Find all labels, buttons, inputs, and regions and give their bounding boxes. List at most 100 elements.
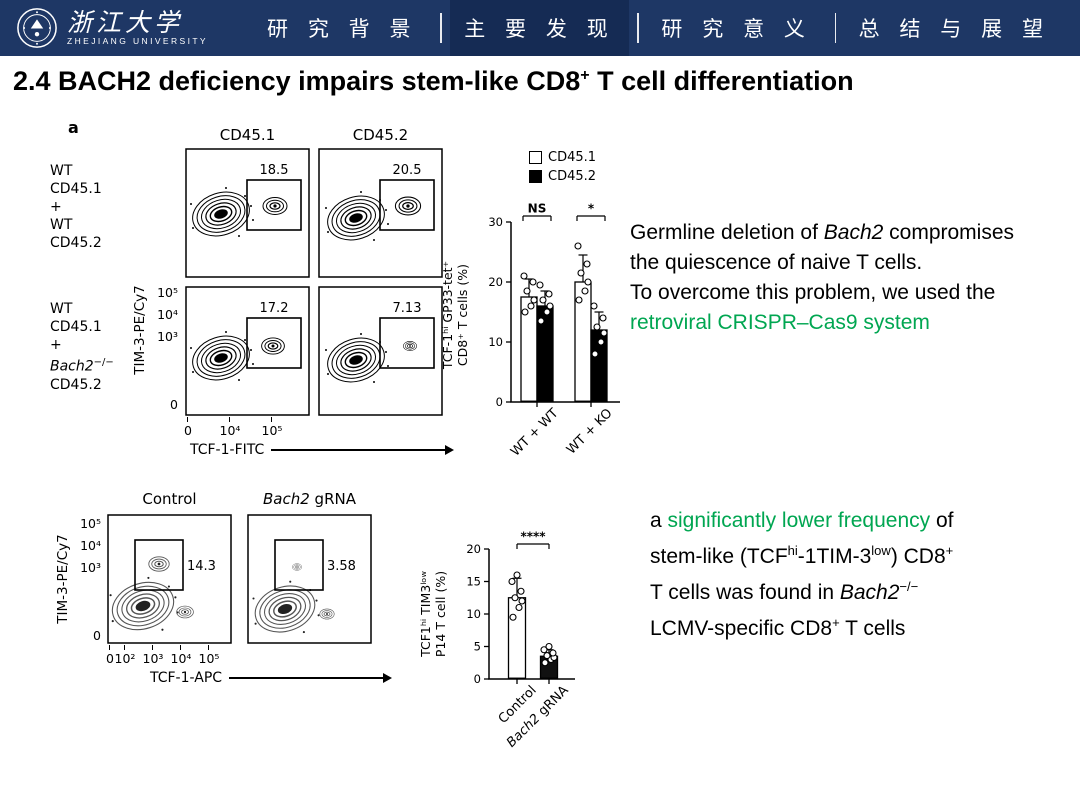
x-axis-label-tcf1-fitc: TCF-1-FITC [190,442,454,458]
bar-chart-tet-svg: 0 10 20 30 NS * [488,202,620,409]
figure-panel-bottom: Control Bach2 gRNA 14.3 3.58 10⁵ 10⁴ 10³… [55,488,450,748]
gate-percentage: 17.2 [260,301,289,316]
gated-population [403,340,417,352]
y-tick: 10⁵ [80,516,101,531]
gate-percentage: 18.5 [260,163,289,178]
x-tick: 10³ [142,651,164,666]
gate [134,539,184,591]
axis-arrow [271,445,454,454]
chart-legend: CD45.1 CD45.2 [529,150,596,188]
legend-label: CD45.2 [548,169,597,184]
zju-emblem-icon [17,8,57,48]
gated-population [262,196,288,216]
svg-text:30: 30 [488,215,503,229]
svg-text:0: 0 [474,672,481,686]
gate-percentage: 14.3 [187,559,216,574]
nav-separator [637,13,639,43]
contour-population [186,328,256,388]
gate [379,317,435,369]
y-tick: 0 [93,628,101,643]
flow-plot-wt-wt-cd45-2: 20.5 [318,148,443,278]
nav-item-research-background[interactable]: 研 究 背 景 [267,18,418,41]
svg-text:10: 10 [466,607,481,621]
flow-plot-bach2-grna: 3.58 [247,514,372,644]
page-title: 2.4 BACH2 deficiency impairs stem-like C… [13,66,854,96]
gate-percentage: 7.13 [393,301,422,316]
contour-population [319,608,335,620]
nav-item-summary-outlook[interactable]: 总 结 与 展 望 [858,18,1050,41]
column-header-cd45-1: CD45.1 [219,126,276,144]
column-header-bach2-grna: Bach2 gRNA [263,490,356,508]
flow-plot-wt-wt-cd45-1: 18.5 [185,148,310,278]
legend-label: CD45.1 [548,150,597,165]
text-block-germline: Germline deletion of Bach2 compromises t… [630,218,1078,338]
axis-arrow [229,673,392,682]
bar-chart-p14: TCF1ʰⁱ TIM3ˡᵒʷ P14 T cell (%) 0 5 10 15 20 **… [418,500,600,800]
gate [379,179,435,231]
nav-separator [834,13,837,43]
y-tick: 0 [170,397,178,412]
x-tick: 0 [106,651,114,666]
gated-population [394,196,422,216]
gate [246,317,302,369]
y-axis-label-tim3: TIM-3-PE/Cy7 [55,534,71,624]
y-tick: 10⁴ [80,538,101,553]
flow-plot-wt-ko-cd45-2: 7.13 [318,286,443,416]
y-tick: 10⁴ [157,307,178,322]
gated-population [148,556,170,572]
y-tick: 10⁵ [157,285,178,300]
svg-text:5: 5 [474,640,481,654]
nav-item-research-significance[interactable]: 研 究 意 义 [661,18,812,41]
contour-population [186,184,256,244]
svg-text:NS: NS [528,202,547,216]
y-tick: 10³ [80,560,101,575]
x-tick: 0 [184,423,192,438]
y-axis-label-p14: TCF1ʰⁱ TIM3ˡᵒʷ P14 T cell (%) [418,570,448,658]
university-name-en: ZHEJIANG UNIVERSITY [67,36,209,47]
gate-percentage: 3.58 [327,559,356,574]
y-axis-label-tim3: TIM-3-PE/Cy7 [132,285,148,375]
bar-chart-tet: CD45.1 CD45.2 TCF-1ʰⁱ GP33-tet⁺ CD8⁺ T c… [440,150,645,480]
svg-text:10: 10 [488,335,503,349]
svg-text:*: * [588,202,595,216]
gated-population [291,563,303,571]
nav-separator [440,13,442,43]
x-tick: 10⁴ [219,423,241,438]
svg-text:****: **** [520,530,546,544]
highlight-lower-frequency: significantly lower frequency [667,509,931,532]
column-header-control: Control [142,490,197,508]
university-logo: 浙江大学 ZHEJIANG UNIVERSITY [16,7,241,49]
panel-letter: a [68,118,79,137]
figure-panel-a: a CD45.1 CD45.2 WT CD45.1 + WT CD45.2 WT… [40,116,640,476]
contour-population [176,605,194,619]
nav-item-main-findings[interactable]: 主 要 发 现 [450,0,629,56]
svg-text:0: 0 [496,395,503,409]
gate-percentage: 20.5 [393,163,422,178]
legend-swatch-cd45-1 [529,151,542,164]
text-block-frequency: a significantly lower frequency of stem-… [650,509,954,640]
highlight-crispr: retroviral CRISPR–Cas9 system [630,311,930,334]
gate [246,179,302,231]
svg-text:20: 20 [466,542,481,556]
gate [274,539,324,591]
x-tick: 10⁵ [198,651,220,666]
header-bar: 浙江大学 ZHEJIANG UNIVERSITY 研 究 背 景 主 要 发 现… [0,0,1080,56]
svg-text:15: 15 [466,575,481,589]
header-nav: 研 究 背 景 主 要 发 现 研 究 意 义 总 结 与 展 望 [253,0,1064,56]
legend-swatch-cd45-2 [529,170,542,183]
flow-plot-wt-ko-cd45-1: 17.2 [185,286,310,416]
y-tick: 10³ [157,329,178,344]
x-axis-label-tcf1-apc: TCF-1-APC [150,670,392,686]
contour-population [107,573,181,639]
bar-chart-p14-svg: 0 5 10 15 20 **** [466,530,575,686]
row-label-wt-wt: WT CD45.1 + WT CD45.2 [50,163,102,251]
university-name-cn: 浙江大学 [67,7,184,37]
gated-population [261,337,285,355]
x-tick: 10⁵ [261,423,283,438]
row-label-wt-bach2ko: WT CD45.1 + Bach2−/− CD45.2 [50,301,114,393]
column-header-cd45-2: CD45.2 [352,126,409,144]
svg-text:20: 20 [488,275,503,289]
x-tick: 10² [114,651,136,666]
x-tick: 10⁴ [170,651,192,666]
